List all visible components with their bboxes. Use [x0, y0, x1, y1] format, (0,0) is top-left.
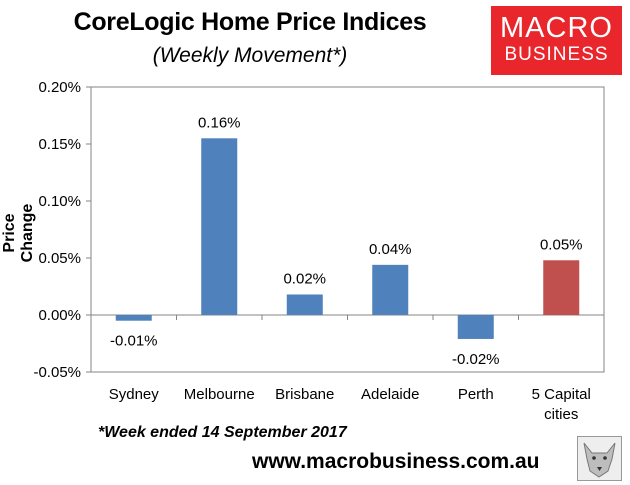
y-tick-label: 0.00% [38, 307, 81, 324]
x-tick-label: 5 Capital [532, 386, 591, 403]
x-tick-label: Adelaide [361, 386, 419, 403]
x-tick-label: Perth [458, 386, 494, 403]
macro-business-logo: MACRO BUSINESS [491, 6, 622, 75]
bar [457, 315, 494, 339]
bar [286, 294, 323, 315]
website-url: www.macrobusiness.com.au [252, 450, 540, 473]
data-label: -0.02% [452, 351, 500, 368]
x-tick-label: Sydney [109, 386, 160, 403]
bar [201, 138, 238, 315]
logo-line-1: MACRO [500, 12, 613, 44]
y-tick-label: 0.05% [38, 250, 81, 267]
plot-area-border [90, 86, 605, 373]
data-label: 0.16% [198, 114, 241, 131]
y-tick-label: 0.20% [38, 79, 81, 96]
footnote: *Week ended 14 September 2017 [98, 424, 347, 441]
y-tick-label: 0.10% [38, 193, 81, 210]
data-label: 0.02% [283, 270, 326, 287]
x-tick-label: cities [544, 406, 578, 423]
bar [115, 315, 152, 321]
data-label: 0.05% [540, 236, 583, 253]
data-label: -0.01% [110, 333, 158, 350]
data-label: 0.04% [369, 241, 412, 258]
x-tick-label: Melbourne [184, 386, 255, 403]
wolf-logo-icon [577, 436, 622, 481]
logo-line-2: BUSINESS [504, 44, 609, 65]
x-tick-label: Brisbane [275, 386, 334, 403]
y-tick-label: -0.05% [33, 364, 81, 381]
chart-subtitle: (Weekly Movement*) [152, 44, 348, 67]
bar [372, 264, 409, 315]
y-tick-label: 0.15% [38, 136, 81, 153]
bar [543, 260, 580, 315]
chart-title: CoreLogic Home Price Indices [73, 8, 427, 36]
